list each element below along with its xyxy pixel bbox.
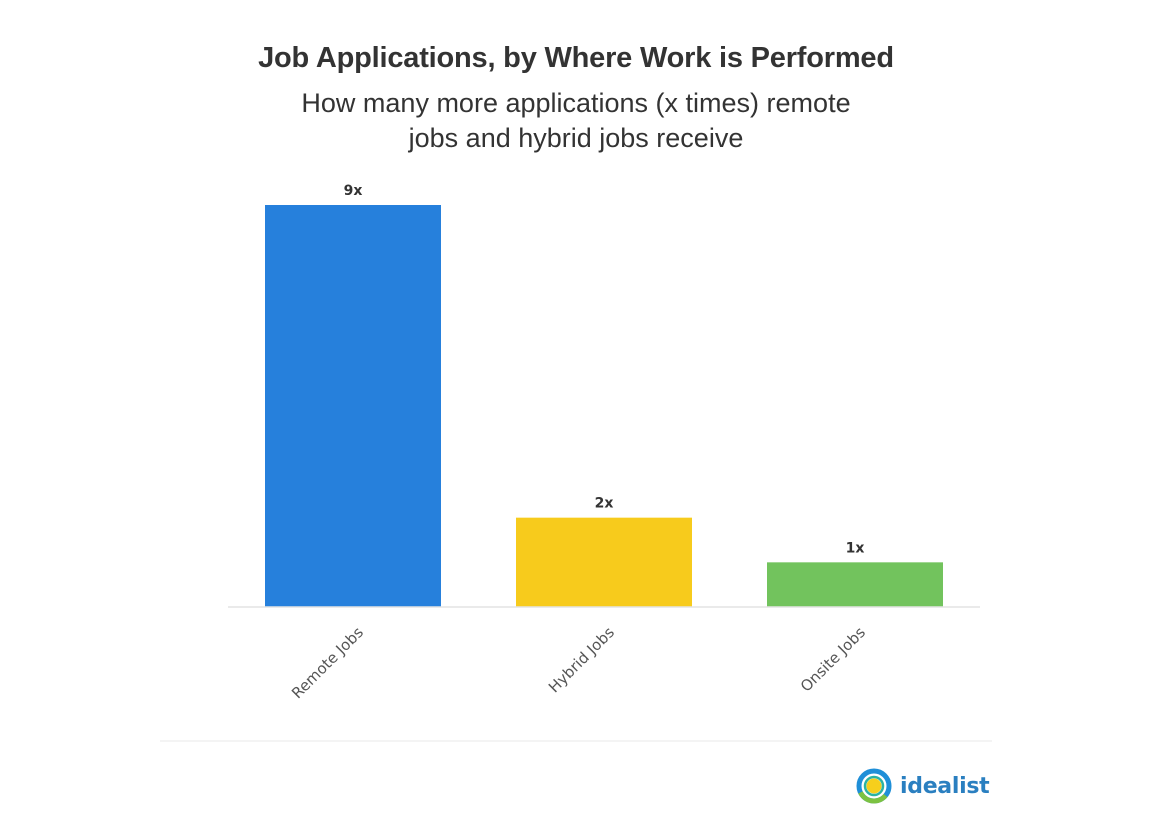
value-labels-layer: 9x 2x 1x: [344, 183, 865, 556]
x-tick-labels-layer: Remote Jobs Hybrid Jobs Onsite Jobs: [288, 623, 869, 702]
chart-subtitle: How many more applications (x times) rem…: [301, 88, 851, 153]
bars-layer: [265, 205, 943, 607]
x-tick-label-remote-jobs: Remote Jobs: [288, 623, 367, 702]
chart-title: Job Applications, by Where Work is Perfo…: [258, 42, 894, 74]
idealist-logo-icon: [856, 768, 892, 804]
value-label-onsite-jobs: 1x: [846, 540, 865, 556]
brand-logo: idealist: [856, 766, 990, 806]
bar-hybrid-jobs: [516, 517, 692, 607]
brand-name: idealist: [900, 773, 990, 799]
x-tick-label-onsite-jobs: Onsite Jobs: [797, 623, 869, 695]
value-label-remote-jobs: 9x: [344, 183, 363, 199]
x-tick-label-hybrid-jobs: Hybrid Jobs: [545, 623, 618, 696]
value-label-hybrid-jobs: 2x: [595, 496, 614, 512]
bar-onsite-jobs: [767, 562, 943, 607]
bar-remote-jobs: [265, 205, 441, 607]
